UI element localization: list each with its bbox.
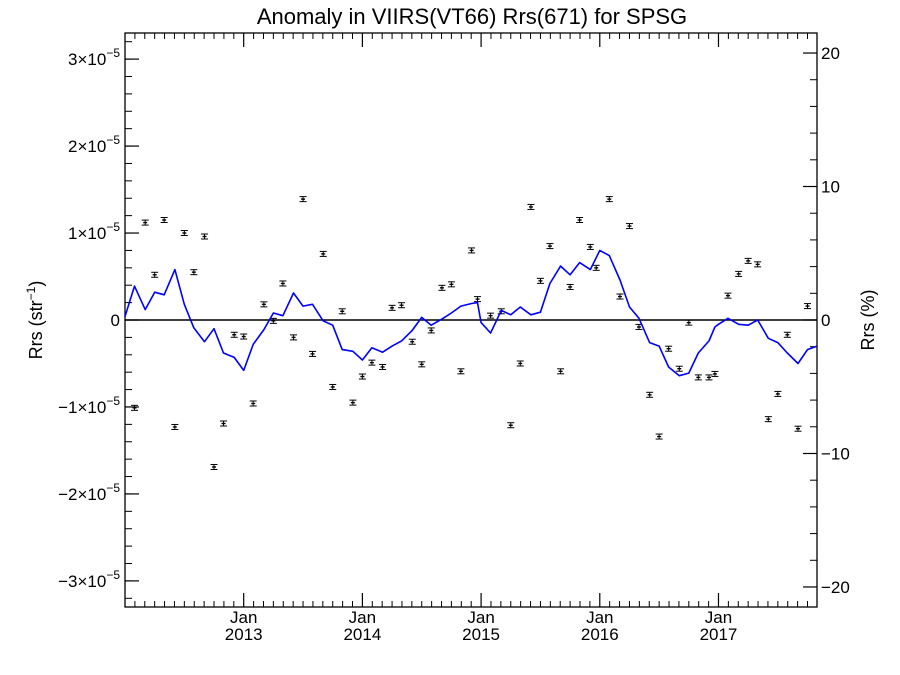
x-tick-year-label: 2017 xyxy=(700,625,738,644)
errorbar-point xyxy=(724,292,732,299)
errorbar-point xyxy=(487,312,495,319)
errorbar-point xyxy=(586,243,594,250)
errorbar-point xyxy=(379,363,387,370)
x-tick-month-label: Jan xyxy=(349,608,376,627)
errorbar-point xyxy=(338,308,346,315)
errorbar-point xyxy=(744,257,752,264)
y-left-tick-label: 3×10−5 xyxy=(68,46,120,69)
errorbar-point xyxy=(536,277,544,284)
errorbar-point xyxy=(230,331,238,338)
y-right-tick-label: −10 xyxy=(821,444,850,463)
errorbar-point xyxy=(220,420,228,427)
errorbar-point xyxy=(427,327,435,334)
y-axis-right-label: Rrs (%) xyxy=(858,290,878,351)
errorbar-series xyxy=(130,196,812,470)
errorbar-point xyxy=(368,359,376,366)
errorbar-point xyxy=(408,338,416,345)
errorbar-point xyxy=(605,196,613,203)
errorbar-point xyxy=(290,334,298,341)
x-tick-year-label: 2015 xyxy=(462,625,500,644)
y-right-tick-label: 0 xyxy=(821,311,830,330)
y-right-tick-label: −20 xyxy=(821,578,850,597)
errorbar-point xyxy=(694,374,702,381)
errorbar-point xyxy=(675,365,683,372)
x-tick-year-label: 2014 xyxy=(343,625,381,644)
x-tick-month-label: Jan xyxy=(586,608,613,627)
errorbar-point xyxy=(398,302,406,309)
errorbar-point xyxy=(249,400,257,407)
x-tick-year-label: 2016 xyxy=(581,625,619,644)
x-tick-month-label: Jan xyxy=(705,608,732,627)
errorbar-point xyxy=(685,319,693,326)
errorbar-point xyxy=(557,368,565,375)
errorbar-point xyxy=(329,383,337,390)
y-left-tick-label: −1×10−5 xyxy=(58,394,120,417)
errorbar-point xyxy=(171,423,179,430)
errorbar-point xyxy=(309,350,317,357)
anomaly-line xyxy=(124,249,818,377)
errorbar-point xyxy=(655,433,663,440)
errorbar-point xyxy=(160,216,168,223)
x-tick-month-label: Jan xyxy=(230,608,257,627)
errorbar-point xyxy=(457,368,465,375)
errorbar-point xyxy=(349,399,357,406)
chart-title: Anomaly in VIIRS(VT66) Rrs(671) for SPSG xyxy=(257,4,687,29)
errorbar-point xyxy=(625,223,633,230)
errorbar-point xyxy=(665,345,673,352)
y-right-tick-label: 20 xyxy=(821,44,840,63)
line-series xyxy=(124,249,818,377)
errorbar-point xyxy=(576,216,584,223)
y-left-tick-label: −3×10−5 xyxy=(58,568,120,591)
tick-labels: 3×10−5 2×10−5 1×10−5 0 −1×10−5 −2×10−5 −3×10−5… xyxy=(58,44,850,644)
errorbar-point xyxy=(388,304,396,311)
errorbar-point xyxy=(754,261,762,268)
errorbar-point xyxy=(180,230,188,237)
errorbar-point xyxy=(507,422,515,429)
y-left-tick-label: −2×10−5 xyxy=(58,481,120,504)
errorbar-point xyxy=(240,333,248,340)
errorbar-point xyxy=(705,374,713,381)
errorbar-point xyxy=(711,370,719,377)
errorbar-point xyxy=(190,269,198,276)
errorbar-point xyxy=(210,463,218,470)
errorbar-point xyxy=(646,391,654,398)
errorbar-point xyxy=(279,280,287,287)
y-axis-left-label: Rrs (str−1) xyxy=(24,281,46,360)
errorbar-point xyxy=(774,390,782,397)
errorbar-point xyxy=(566,283,574,290)
errorbar-point xyxy=(783,331,791,338)
errorbar-point xyxy=(527,203,535,210)
errorbar-point xyxy=(468,247,476,254)
errorbar-point xyxy=(516,360,524,367)
tick-marks xyxy=(125,33,817,607)
y-left-tick-label: 0 xyxy=(111,311,120,330)
errorbar-point xyxy=(151,271,159,278)
errorbar-point xyxy=(764,416,772,423)
x-tick-year-label: 2013 xyxy=(225,625,263,644)
errorbar-point xyxy=(474,296,482,303)
y-right-tick-label: 10 xyxy=(821,178,840,197)
errorbar-point xyxy=(201,233,209,240)
errorbar-point xyxy=(260,301,268,308)
errorbar-point xyxy=(130,404,138,411)
y-left-tick-label: 1×10−5 xyxy=(68,220,120,243)
errorbar-point xyxy=(546,243,554,250)
errorbar-point xyxy=(358,373,366,380)
errorbar-point xyxy=(794,425,802,432)
y-left-tick-label: 2×10−5 xyxy=(68,133,120,156)
errorbar-point xyxy=(735,270,743,277)
errorbar-point xyxy=(616,293,624,300)
errorbar-point xyxy=(141,219,149,226)
errorbar-point xyxy=(804,303,812,310)
x-tick-month-label: Jan xyxy=(467,608,494,627)
errorbar-point xyxy=(592,264,600,271)
errorbar-point xyxy=(299,196,307,203)
errorbar-point xyxy=(319,250,327,257)
errorbar-point xyxy=(418,361,426,368)
errorbar-point xyxy=(447,281,455,288)
errorbar-point xyxy=(438,284,446,291)
